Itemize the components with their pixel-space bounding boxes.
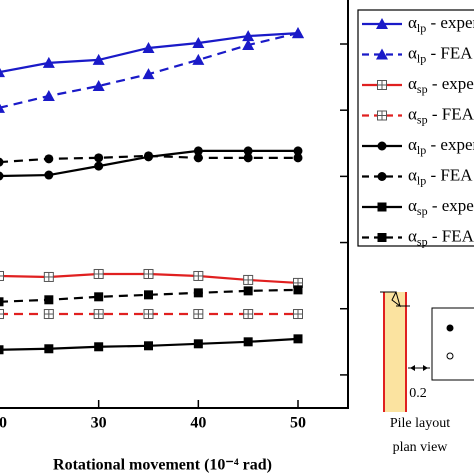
marker (0, 270, 4, 281)
arrow-head (410, 365, 428, 371)
marker (293, 309, 303, 320)
marker (193, 146, 203, 156)
marker (293, 146, 303, 156)
marker (94, 292, 104, 302)
marker (94, 153, 104, 163)
marker (377, 233, 387, 242)
legend-label: αsp - experiment (408, 74, 474, 96)
marker (93, 309, 104, 320)
marker (93, 268, 104, 279)
marker (92, 53, 105, 65)
legend-label: αlp - FEA (408, 43, 473, 65)
marker (243, 286, 253, 296)
pile-dot (446, 352, 454, 360)
x-tick-label: 50 (290, 415, 306, 432)
legend-label: αlp - experiment (408, 135, 474, 157)
marker (377, 172, 387, 181)
x-tick-label: 40 (190, 415, 206, 432)
inset-caption: Pile layout (390, 416, 450, 431)
marker (144, 290, 153, 300)
marker (376, 48, 388, 60)
marker (44, 344, 54, 354)
inset: 0.2 Pile layout plan view (380, 291, 474, 455)
marker (44, 154, 54, 164)
marker (193, 270, 204, 281)
marker (193, 339, 203, 349)
pile (384, 292, 406, 412)
marker (242, 39, 255, 51)
inset-caption: plan view (393, 440, 449, 455)
marker (0, 157, 4, 167)
marker (377, 141, 387, 151)
marker (94, 161, 104, 171)
marker (144, 151, 153, 161)
marker (243, 337, 253, 347)
marker (293, 153, 303, 163)
marker (92, 80, 105, 92)
marker (143, 268, 154, 279)
marker (243, 274, 254, 285)
marker (192, 53, 205, 65)
x-tick-label: 30 (91, 415, 107, 432)
marker (44, 170, 54, 180)
cap-box (431, 307, 474, 381)
marker (42, 89, 55, 101)
marker (377, 202, 387, 212)
marker (377, 80, 387, 90)
legend-label: αsp - FEA (408, 226, 474, 248)
marker (94, 342, 104, 352)
marker (142, 41, 155, 53)
marker (293, 285, 303, 295)
legend-label: αlp - FEA (408, 165, 473, 187)
break-line (380, 291, 410, 308)
marker (292, 27, 304, 39)
inset-label: 0.2 (409, 386, 427, 401)
marker (0, 67, 5, 78)
x-axis-label: Rotational movement (10⁻⁴ rad) (53, 457, 272, 474)
legend-label: αsp - experiment (408, 196, 474, 218)
marker (0, 103, 5, 113)
marker (144, 341, 153, 351)
marker (243, 153, 253, 163)
pile-dot (446, 324, 454, 332)
marker (192, 37, 205, 49)
marker (242, 30, 255, 42)
marker (143, 309, 154, 320)
marker (142, 68, 155, 80)
marker (293, 334, 303, 344)
legend-label: αsp - FEA (408, 104, 474, 126)
marker (193, 288, 203, 298)
marker (44, 295, 54, 305)
plot-frame (0, 0, 349, 409)
marker (243, 309, 254, 320)
x-tick-label: 20 (0, 415, 7, 432)
marker (376, 18, 388, 29)
marker (377, 110, 387, 121)
marker (43, 271, 54, 282)
marker (0, 309, 4, 320)
marker (0, 345, 4, 355)
marker (43, 309, 54, 320)
legend-label: αlp - experiment (408, 13, 474, 35)
marker (193, 309, 204, 320)
marker (243, 146, 253, 156)
marker (0, 297, 4, 307)
marker (42, 56, 55, 68)
marker (193, 153, 203, 163)
marker (0, 171, 4, 181)
